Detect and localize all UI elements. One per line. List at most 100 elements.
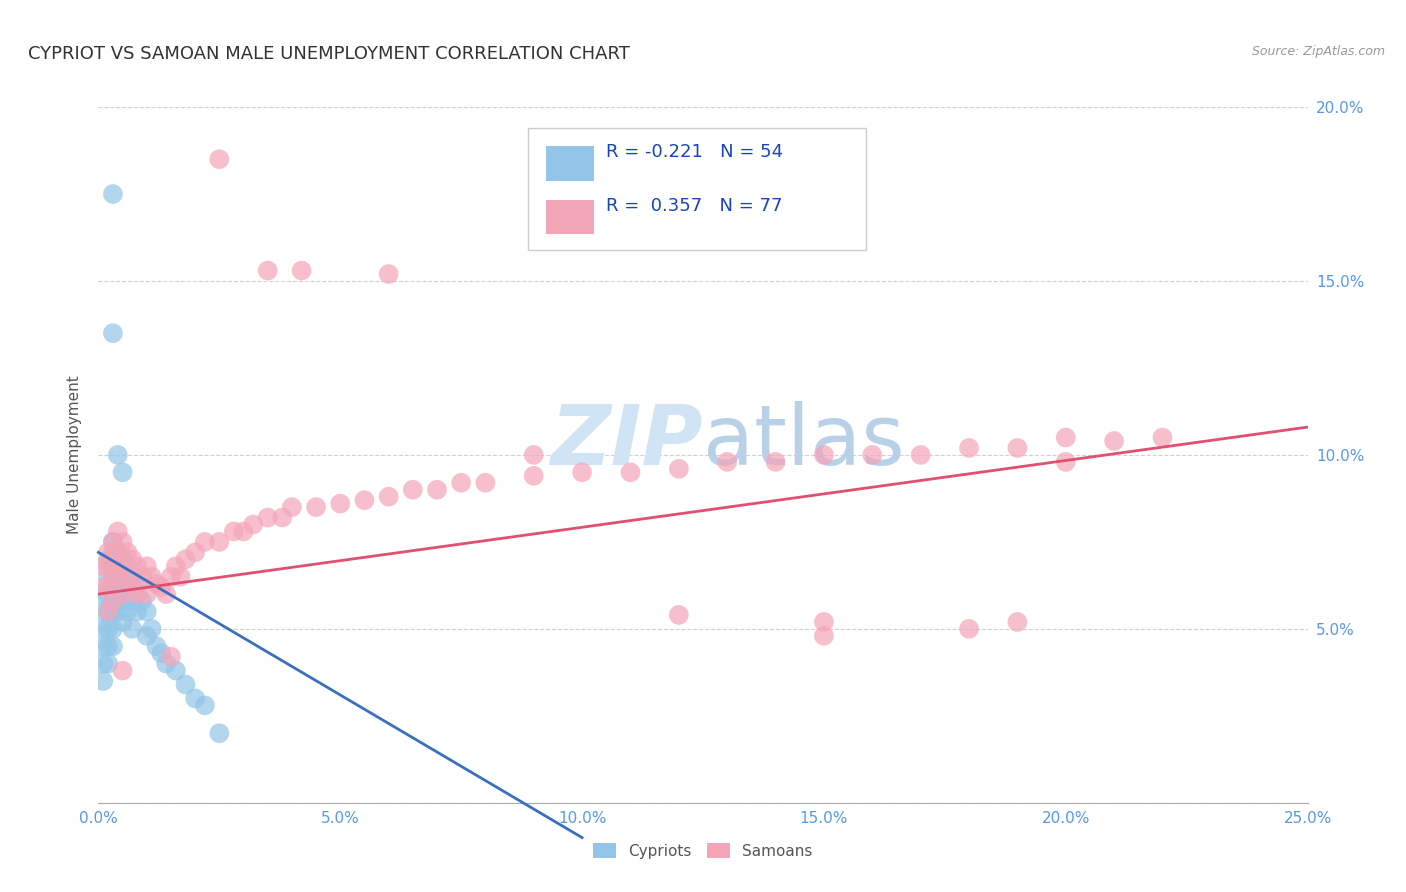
Point <box>135 605 157 619</box>
Point <box>160 570 183 584</box>
Point <box>91 657 114 671</box>
Point <box>474 475 496 490</box>
Point <box>101 534 124 549</box>
Point <box>111 587 134 601</box>
Point <box>107 448 129 462</box>
Point <box>111 664 134 678</box>
Point <box>222 524 245 539</box>
Text: R =  0.357   N = 77: R = 0.357 N = 77 <box>606 197 783 215</box>
Point <box>117 545 139 559</box>
Point <box>1054 430 1077 444</box>
Point <box>107 545 129 559</box>
Point <box>957 441 980 455</box>
Point <box>716 455 738 469</box>
Point <box>155 657 177 671</box>
Point <box>117 570 139 584</box>
Point <box>97 605 120 619</box>
Point <box>141 570 163 584</box>
Point <box>97 587 120 601</box>
Point <box>107 605 129 619</box>
Text: atlas: atlas <box>703 401 904 482</box>
Point <box>97 622 120 636</box>
Point <box>101 552 124 566</box>
Point <box>121 570 143 584</box>
Point <box>290 263 312 277</box>
Point <box>232 524 254 539</box>
Point <box>91 605 114 619</box>
Point <box>194 698 217 713</box>
Point <box>813 615 835 629</box>
Point <box>184 545 207 559</box>
Point <box>208 726 231 740</box>
Point <box>97 657 120 671</box>
Point <box>111 615 134 629</box>
Point <box>91 559 114 574</box>
Point <box>145 639 167 653</box>
Text: R = -0.221   N = 54: R = -0.221 N = 54 <box>606 144 783 161</box>
Text: Source: ZipAtlas.com: Source: ZipAtlas.com <box>1251 45 1385 58</box>
Point <box>91 674 114 689</box>
Point <box>127 587 149 601</box>
Point <box>668 462 690 476</box>
Point <box>619 466 641 480</box>
Point <box>91 580 114 594</box>
Point <box>101 326 124 340</box>
Point <box>174 552 197 566</box>
Point <box>281 500 304 514</box>
Point <box>165 664 187 678</box>
Point <box>127 559 149 574</box>
Point <box>121 594 143 608</box>
Point <box>169 570 191 584</box>
Point <box>101 605 124 619</box>
Point <box>97 580 120 594</box>
Point <box>271 510 294 524</box>
Point <box>101 559 124 574</box>
Point <box>97 639 120 653</box>
Point <box>1102 434 1125 448</box>
Text: CYPRIOT VS SAMOAN MALE UNEMPLOYMENT CORRELATION CHART: CYPRIOT VS SAMOAN MALE UNEMPLOYMENT CORR… <box>28 45 630 62</box>
Point <box>910 448 932 462</box>
Point <box>1152 430 1174 444</box>
Point <box>256 263 278 277</box>
Point <box>101 187 124 202</box>
Point <box>111 570 134 584</box>
Point <box>121 622 143 636</box>
Point <box>242 517 264 532</box>
Point <box>117 559 139 574</box>
Point <box>174 677 197 691</box>
Point <box>957 622 980 636</box>
Point <box>765 455 787 469</box>
Point <box>135 559 157 574</box>
Point <box>377 490 399 504</box>
Point <box>813 448 835 462</box>
Point <box>121 580 143 594</box>
Point <box>111 534 134 549</box>
Point <box>127 580 149 594</box>
Point <box>101 594 124 608</box>
Point <box>145 576 167 591</box>
Point <box>91 639 114 653</box>
Point <box>1054 455 1077 469</box>
Point <box>101 570 124 584</box>
Point <box>97 552 120 566</box>
Point <box>165 559 187 574</box>
Bar <box>546 200 595 235</box>
Point <box>127 605 149 619</box>
Y-axis label: Male Unemployment: Male Unemployment <box>66 376 82 534</box>
Point <box>117 605 139 619</box>
Point <box>111 552 134 566</box>
Point <box>101 587 124 601</box>
Point <box>329 497 352 511</box>
Point <box>160 649 183 664</box>
Point <box>111 559 134 574</box>
Point <box>101 639 124 653</box>
Point <box>107 524 129 539</box>
Point <box>107 587 129 601</box>
Point <box>1007 615 1029 629</box>
Point <box>121 552 143 566</box>
Point <box>1007 441 1029 455</box>
Point <box>107 545 129 559</box>
Point <box>194 534 217 549</box>
Point <box>135 629 157 643</box>
Point <box>150 580 173 594</box>
